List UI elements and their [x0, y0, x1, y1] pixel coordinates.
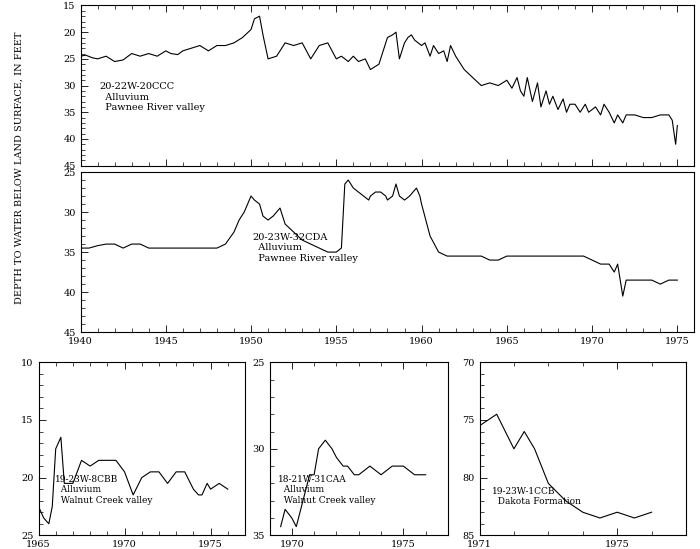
Text: 20-22W-20CCC
  Alluvium
  Pawnee River valley: 20-22W-20CCC Alluvium Pawnee River valle…: [99, 82, 205, 112]
Text: 19-23W-8CBB
  Alluvium
  Walnut Creek valley: 19-23W-8CBB Alluvium Walnut Creek valley: [55, 475, 153, 505]
Text: 20-23W-32CDA
  Alluvium
  Pawnee River valley: 20-23W-32CDA Alluvium Pawnee River valle…: [253, 233, 358, 262]
Text: 19-23W-1CCB
  Dakota Formation: 19-23W-1CCB Dakota Formation: [492, 487, 581, 506]
Text: DEPTH TO WATER BELOW LAND SURFACE, IN FEET: DEPTH TO WATER BELOW LAND SURFACE, IN FE…: [15, 31, 24, 304]
Text: 18-21W-31CAA
  Alluvium
  Walnut Creek valley: 18-21W-31CAA Alluvium Walnut Creek valle…: [279, 475, 376, 505]
